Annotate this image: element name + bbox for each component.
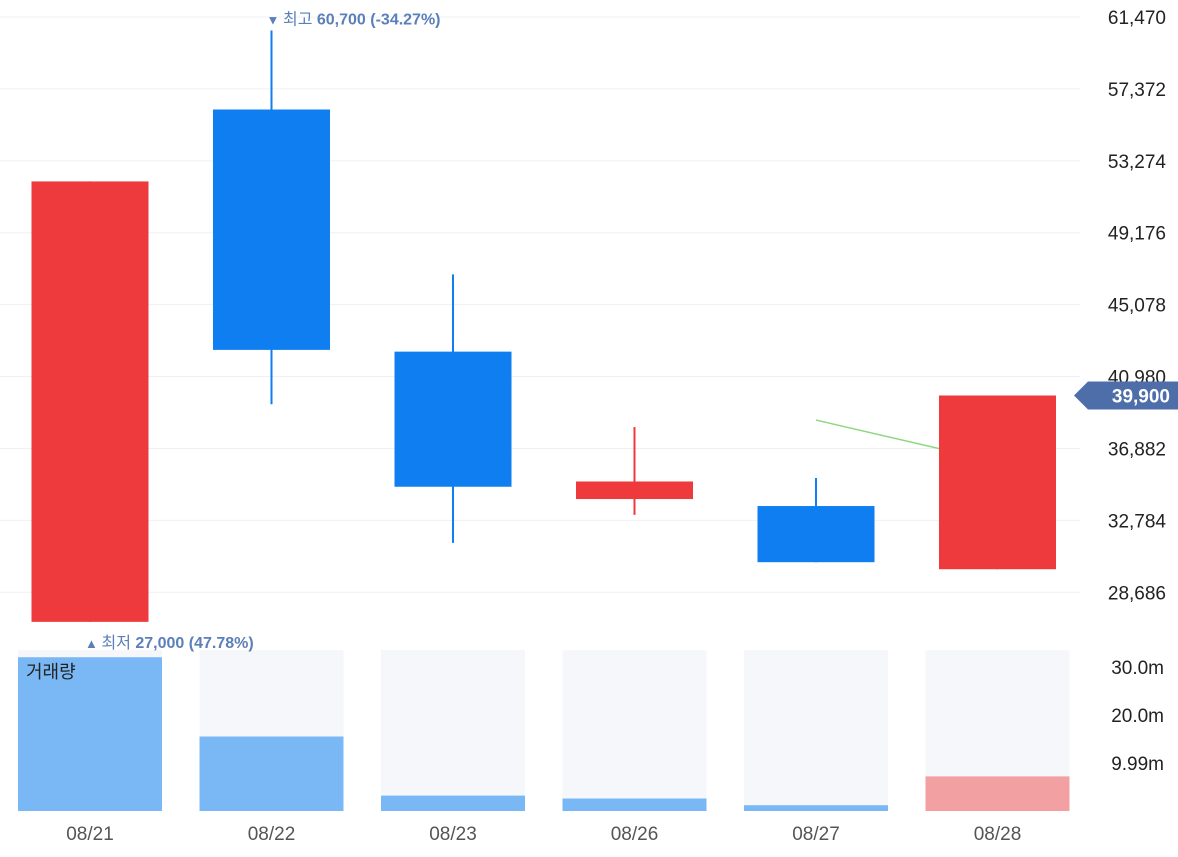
- volume-tick-label: 9.99m: [1111, 754, 1164, 775]
- date-label: 08/22: [248, 824, 296, 845]
- volume-title: 거래량: [26, 662, 76, 682]
- volume-tick-label: 30.0m: [1111, 658, 1164, 679]
- date-label: 08/26: [611, 824, 659, 845]
- volume-bar[interactable]: [18, 657, 162, 811]
- candle-body[interactable]: [31, 181, 149, 622]
- price-tick-label: 53,274: [1108, 152, 1167, 173]
- current-price-tag: [1074, 381, 1178, 410]
- price-tick-label: 28,686: [1108, 583, 1166, 604]
- date-label: 08/27: [792, 824, 840, 845]
- volume-panel-bg: [744, 650, 888, 811]
- candle-body[interactable]: [757, 506, 875, 563]
- date-label: 08/28: [974, 824, 1022, 845]
- volume-panel-bg: [381, 650, 525, 811]
- volume-bar[interactable]: [925, 776, 1070, 811]
- volume-bar[interactable]: [381, 795, 525, 811]
- date-label: 08/23: [429, 824, 477, 845]
- price-tick-label: 32,784: [1108, 511, 1167, 532]
- volume-tick-label: 20.0m: [1111, 706, 1164, 727]
- price-tick-label: 49,176: [1108, 224, 1166, 245]
- candle-body[interactable]: [939, 395, 1056, 570]
- candle-body[interactable]: [576, 481, 693, 500]
- price-tick-label: 36,882: [1108, 439, 1166, 460]
- price-tick-label: 61,470: [1108, 8, 1166, 29]
- high-price-marker: ▼ 최고 60,700 (-34.27%): [267, 11, 441, 29]
- candle-body[interactable]: [213, 109, 330, 350]
- volume-bar[interactable]: [562, 798, 707, 811]
- volume-panel-bg: [562, 650, 707, 811]
- low-price-marker: ▲ 최저 27,000 (47.78%): [85, 634, 254, 652]
- candle-body[interactable]: [394, 351, 512, 487]
- date-label: 08/21: [66, 824, 114, 845]
- current-price-label: 39,900: [1112, 387, 1170, 408]
- volume-bar[interactable]: [199, 736, 344, 811]
- price-tick-label: 45,078: [1108, 296, 1166, 317]
- price-tick-label: 57,372: [1108, 80, 1166, 101]
- volume-bar[interactable]: [744, 805, 888, 811]
